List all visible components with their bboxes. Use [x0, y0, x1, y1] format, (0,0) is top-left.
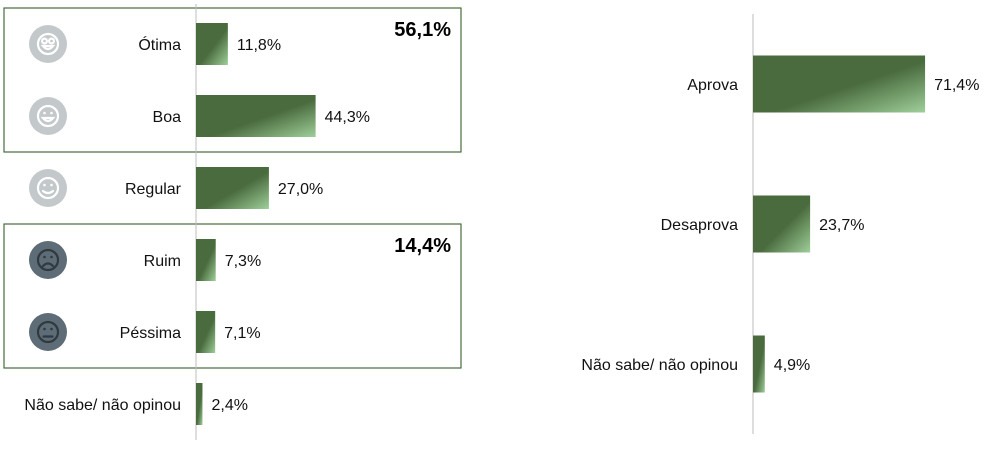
bar	[196, 383, 203, 425]
category-label: Péssima	[120, 325, 181, 342]
bar	[753, 335, 765, 393]
happy-face-icon	[29, 97, 67, 135]
value-label: 7,3%	[225, 253, 261, 270]
value-label: 11,8%	[237, 37, 281, 54]
bar	[196, 23, 228, 65]
group-box	[3, 7, 462, 153]
category-label: Aprova	[687, 77, 738, 94]
bar	[196, 311, 216, 353]
value-label: 2,4%	[211, 397, 247, 414]
value-label: 71,4%	[934, 77, 979, 94]
bar	[196, 167, 269, 209]
value-label: 44,3%	[325, 109, 370, 126]
value-label: 7,1%	[224, 325, 260, 342]
group-box	[3, 223, 462, 369]
bar	[196, 239, 216, 281]
very-happy-face-icon	[29, 25, 67, 63]
value-label: 27,0%	[278, 181, 323, 198]
value-label: 4,9%	[774, 357, 810, 374]
category-label: Boa	[153, 109, 182, 126]
bar	[753, 55, 926, 113]
category-label: Ótima	[138, 35, 181, 54]
approval-chart: Aprova 71,4% Desaprova 23,7% Não sabe/ não o…	[581, 14, 979, 434]
bar	[753, 195, 811, 253]
group-total-label: 14,4%	[394, 235, 451, 257]
category-label: Desaprova	[661, 217, 738, 234]
rating-chart: 56,1% 14,4% Ótima 11,8% Boa 44,3% Regular 27,0%…	[3, 4, 462, 440]
category-label: Não sabe/ não opinou	[581, 357, 738, 374]
neutral-face-icon	[29, 313, 67, 351]
bar	[196, 95, 316, 137]
category-label: Regular	[125, 181, 182, 198]
sad-face-icon	[29, 241, 67, 279]
smile-face-icon	[29, 169, 67, 207]
group-total-label: 56,1%	[394, 19, 451, 41]
value-label: 23,7%	[819, 217, 864, 234]
category-label: Não sabe/ não opinou	[24, 397, 181, 414]
category-label: Ruim	[144, 253, 181, 270]
